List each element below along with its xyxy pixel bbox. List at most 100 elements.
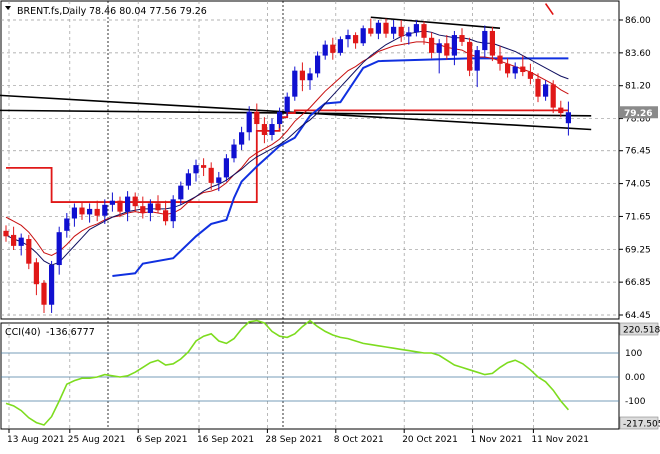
time-axis: 13 Aug 2021 25 Aug 2021 6 Sep 2021 16 Sep 2… bbox=[7, 429, 589, 445]
candle-body bbox=[102, 204, 108, 216]
collapse-arrow-icon[interactable] bbox=[5, 6, 11, 10]
candle-body bbox=[193, 165, 199, 174]
sma-line bbox=[5, 30, 569, 266]
candle-body bbox=[49, 265, 55, 305]
candle-body bbox=[345, 35, 351, 40]
cci-indicator bbox=[1, 319, 619, 426]
candle-body bbox=[375, 22, 381, 34]
candle-body bbox=[505, 63, 511, 74]
candle-body bbox=[284, 96, 290, 112]
candle-body bbox=[527, 72, 533, 79]
candle-body bbox=[56, 232, 62, 266]
candle-body bbox=[550, 84, 556, 108]
candle-body bbox=[41, 282, 47, 305]
time-tick-label: 1 Nov 2021 bbox=[471, 435, 523, 445]
time-tick-label: 16 Sep 2021 bbox=[197, 435, 254, 445]
candle-body bbox=[315, 55, 321, 74]
price-tick-label: 64.45 bbox=[625, 311, 651, 321]
candle-body bbox=[223, 158, 229, 178]
current-price-box bbox=[620, 106, 658, 119]
chart-header: BRENT.fs,Daily 78.46 80.04 77.56 79.26 bbox=[5, 6, 207, 17]
cci-level-label: 100 bbox=[625, 349, 642, 359]
candle-body bbox=[132, 196, 138, 207]
candle-body bbox=[489, 30, 495, 56]
time-tick-label: 11 Nov 2021 bbox=[531, 435, 589, 445]
candle-body bbox=[467, 41, 473, 71]
price-tick-label: 69.25 bbox=[625, 245, 651, 255]
candle-body bbox=[239, 132, 245, 145]
red-arrow-segment bbox=[544, 3, 554, 15]
stop-level-line bbox=[6, 109, 569, 203]
candle-body bbox=[117, 200, 123, 212]
candle-body bbox=[322, 44, 328, 56]
grid-lines bbox=[1, 1, 619, 429]
candle-body bbox=[231, 144, 237, 159]
candle-body bbox=[208, 167, 214, 183]
candle-body bbox=[406, 32, 412, 37]
candle-body bbox=[155, 203, 161, 211]
candle-body bbox=[391, 26, 397, 34]
candle-body bbox=[360, 28, 366, 44]
cci-line bbox=[5, 319, 570, 426]
cci-value: -136.6777 bbox=[46, 327, 95, 338]
time-tick-label: 6 Sep 2021 bbox=[136, 435, 187, 445]
candle-body bbox=[299, 70, 305, 81]
channel-line bbox=[112, 57, 569, 277]
candle-body bbox=[261, 124, 267, 135]
price-tick-label: 86.00 bbox=[625, 16, 651, 26]
price-tick-label: 78.80 bbox=[625, 115, 651, 125]
candle-body bbox=[18, 237, 24, 246]
price-tick-label: 71.65 bbox=[625, 212, 651, 222]
cci-header: CCI(40) -136.6777 bbox=[5, 327, 95, 338]
candle-body bbox=[543, 84, 549, 97]
ohlc-values: 78.46 80.04 77.56 79.26 bbox=[89, 6, 207, 17]
cci-level-label: -100 bbox=[625, 397, 646, 407]
cci-min-label: -217.505 bbox=[623, 420, 660, 430]
candle-body bbox=[482, 30, 488, 51]
time-tick-label: 20 Oct 2021 bbox=[402, 435, 458, 445]
candle-body bbox=[459, 35, 465, 42]
price-tick-label: 76.45 bbox=[625, 147, 651, 157]
candle-body bbox=[292, 70, 298, 97]
candle-body bbox=[474, 50, 480, 71]
current-price-label: 79.26 bbox=[624, 109, 652, 119]
candle-body bbox=[429, 37, 435, 53]
cci-label: CCI(40) bbox=[5, 327, 41, 338]
candle-body bbox=[216, 177, 222, 183]
cci-level-label: 0.00 bbox=[625, 373, 645, 383]
cci-window-frame bbox=[0, 322, 620, 430]
candle-body bbox=[254, 111, 260, 125]
price-tick-label: 83.60 bbox=[625, 49, 651, 59]
candle-body bbox=[26, 239, 32, 264]
price-window-frame bbox=[0, 0, 620, 320]
candle-body bbox=[535, 78, 541, 97]
candle-body bbox=[3, 230, 9, 237]
candle-body bbox=[497, 55, 503, 64]
candle-body bbox=[170, 199, 176, 222]
trendline-top bbox=[370, 16, 501, 30]
candle-body bbox=[185, 173, 191, 186]
candle-body bbox=[421, 24, 427, 38]
candle-body bbox=[11, 234, 17, 246]
candle-body bbox=[125, 196, 131, 212]
candle-body bbox=[565, 112, 571, 124]
candle-body bbox=[451, 35, 457, 56]
candle-body bbox=[140, 206, 146, 214]
candle-body bbox=[383, 22, 389, 34]
candlesticks bbox=[3, 18, 571, 313]
price-tick-label: 81.20 bbox=[625, 82, 651, 92]
candle-body bbox=[337, 39, 343, 53]
candle-body bbox=[307, 73, 313, 81]
candle-body bbox=[269, 124, 275, 135]
candle-body bbox=[147, 203, 153, 214]
time-tick-label: 25 Aug 2021 bbox=[68, 435, 126, 445]
candle-body bbox=[201, 165, 207, 168]
candle-body bbox=[94, 208, 100, 216]
candle-body bbox=[436, 43, 442, 53]
candle-body bbox=[79, 207, 85, 215]
cci-max-label: 220.5184 bbox=[623, 326, 660, 336]
candle-body bbox=[512, 66, 518, 74]
candle-body bbox=[163, 210, 169, 222]
